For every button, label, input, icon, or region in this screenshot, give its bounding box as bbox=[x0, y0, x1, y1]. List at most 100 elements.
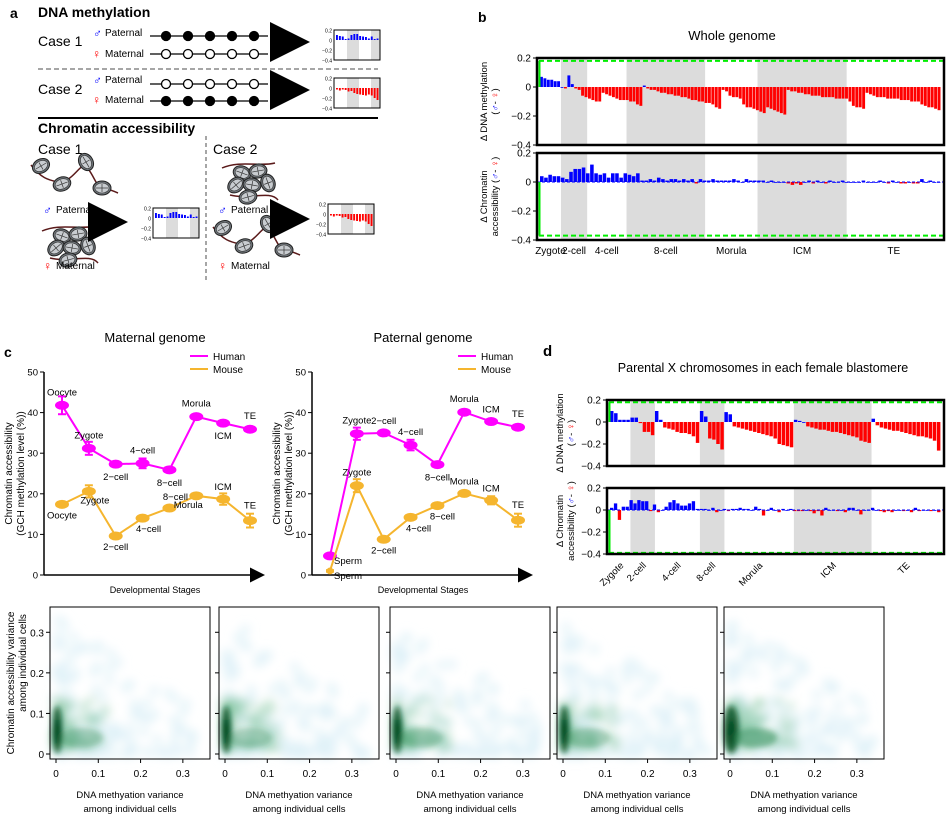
bar bbox=[911, 182, 916, 184]
bar bbox=[794, 182, 799, 184]
x-axis-label: Developmental Stages bbox=[110, 585, 201, 595]
density-cell bbox=[682, 697, 693, 708]
data-point bbox=[484, 495, 499, 505]
chrom-case2-maternal-label: Maternal bbox=[231, 261, 270, 272]
bar bbox=[752, 87, 756, 109]
nucleosome-open-icon bbox=[212, 214, 301, 258]
bar bbox=[639, 87, 643, 106]
bar bbox=[838, 87, 842, 99]
data-point bbox=[243, 516, 257, 526]
data-point bbox=[216, 418, 231, 428]
plot-frame bbox=[535, 151, 946, 242]
density-band bbox=[228, 727, 273, 748]
x-tick-label: 0.3 bbox=[683, 769, 697, 780]
bar bbox=[793, 87, 797, 92]
bar bbox=[702, 180, 707, 182]
y-tick-label: 10 bbox=[295, 530, 306, 541]
bar bbox=[853, 182, 857, 183]
bar bbox=[649, 87, 653, 90]
nucleosome-icon bbox=[47, 239, 65, 257]
mini-tick-label: −0.4 bbox=[322, 107, 332, 113]
density-cell bbox=[809, 731, 820, 742]
density-cell bbox=[236, 699, 245, 708]
mini-bar bbox=[186, 216, 189, 218]
bar bbox=[831, 87, 835, 98]
density-cell bbox=[527, 712, 538, 723]
bar bbox=[691, 422, 696, 437]
density-cell bbox=[567, 687, 578, 698]
density-peak bbox=[223, 718, 230, 745]
density-cell bbox=[579, 672, 590, 683]
bar-subplot-0: 0.2 0 −0.2 −0.4 Δ DNA methylation (♂- ♀) bbox=[479, 54, 946, 152]
density-cell bbox=[307, 677, 318, 688]
x-tick-label: 0 bbox=[393, 769, 399, 780]
point-label: 4−cell bbox=[398, 427, 423, 438]
panel-b: b Whole genome 0.2 0 −0.2 −0.4 Δ DNA methyla… bbox=[478, 9, 946, 257]
bar bbox=[928, 422, 933, 439]
point-label: 8−cell bbox=[425, 473, 450, 484]
bar bbox=[591, 87, 595, 101]
bar bbox=[718, 87, 722, 109]
density-cell bbox=[623, 708, 634, 719]
male-icon: ♂ bbox=[93, 26, 102, 40]
bar bbox=[613, 503, 618, 510]
bar bbox=[896, 87, 900, 99]
mini-bar bbox=[344, 214, 347, 217]
bar bbox=[738, 87, 742, 99]
mini-chart-chrom-case2: 0.2 0 −0.2 −0.4 bbox=[316, 203, 375, 239]
histone-line bbox=[256, 166, 260, 176]
density-cell bbox=[401, 688, 412, 699]
bar bbox=[773, 422, 777, 439]
bar bbox=[636, 173, 640, 182]
mini-bar bbox=[155, 213, 157, 218]
density-cell bbox=[128, 745, 139, 756]
bar bbox=[605, 87, 609, 95]
density-cell bbox=[632, 690, 643, 701]
dna-case2-maternal-label: Maternal bbox=[105, 95, 144, 106]
density-cell bbox=[178, 707, 189, 718]
bar bbox=[556, 176, 561, 182]
density-cell bbox=[514, 748, 525, 759]
bar bbox=[664, 506, 668, 510]
density-cell bbox=[570, 748, 581, 759]
bar bbox=[811, 182, 816, 184]
panel-e-density-scatters: 0 0.1 0.2 0.3 0 0.1 0.2 0.3 DNA methyation varia… bbox=[6, 606, 885, 815]
male-icon: ♂ bbox=[93, 73, 102, 87]
density-cell bbox=[563, 634, 574, 645]
density-cell bbox=[677, 748, 688, 759]
density-cell bbox=[650, 705, 661, 716]
plot-frame bbox=[556, 606, 718, 760]
bar bbox=[667, 422, 671, 429]
bar bbox=[879, 422, 884, 428]
point-label: ICM bbox=[214, 431, 232, 442]
dna-methylation-heading: DNA methylation bbox=[38, 4, 150, 20]
male-icon: ♂ bbox=[566, 436, 577, 443]
density-cell bbox=[328, 687, 339, 698]
density-cell bbox=[574, 711, 583, 720]
group-label: 8-cell bbox=[694, 560, 718, 584]
bar bbox=[749, 87, 752, 108]
density-cell bbox=[530, 734, 541, 745]
bar bbox=[695, 508, 699, 510]
density-cell bbox=[856, 699, 867, 710]
density-cell bbox=[149, 685, 160, 696]
density-cell bbox=[584, 712, 593, 721]
bar bbox=[540, 76, 543, 87]
bar bbox=[742, 87, 746, 105]
data-point bbox=[511, 422, 525, 432]
density-cell bbox=[820, 744, 831, 755]
chart-title: Whole genome bbox=[688, 28, 775, 43]
bar bbox=[727, 180, 732, 182]
nucleosome-icon bbox=[213, 219, 233, 237]
histone-line bbox=[76, 229, 80, 239]
bar bbox=[659, 87, 663, 93]
density-cell bbox=[725, 667, 736, 678]
bar bbox=[821, 87, 824, 98]
density-cell bbox=[692, 734, 703, 745]
density-cell bbox=[639, 717, 650, 728]
panel-d-plot: 0.20−0.2−0.4Δ DNA methylation (♂- ♀)0.20−… bbox=[555, 393, 946, 589]
mini-bar bbox=[192, 217, 195, 218]
density-cell bbox=[140, 746, 151, 757]
nucleosome-icon bbox=[260, 173, 276, 193]
